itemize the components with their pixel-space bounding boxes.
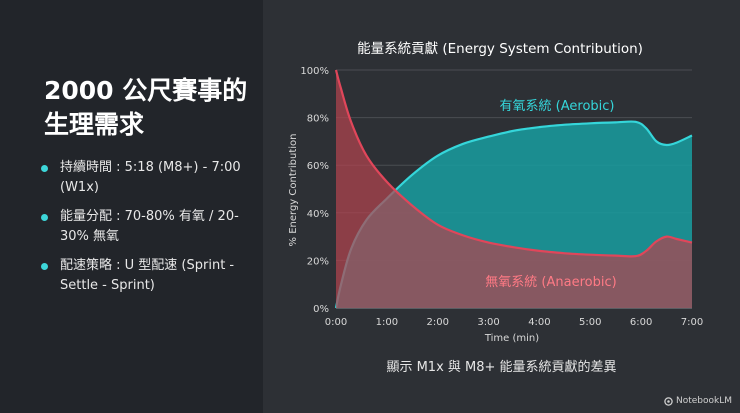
y-tick-label: 40% [307, 209, 329, 220]
series-label-aerobic: 有氧系統 (Aerobic) [500, 99, 615, 114]
series-label-anaerobic: 無氧系統 (Anaerobic) [485, 275, 616, 290]
y-tick-label: 80% [307, 114, 329, 125]
x-tick-label: 6:00 [630, 317, 652, 328]
area-layer [334, 69, 693, 309]
bullet-list: 持續時間 : 5:18 (M8+) - 7:00 (W1x) 能量分配 : 70… [40, 158, 255, 305]
y-tick-label: 60% [307, 161, 329, 172]
bullet-dot-icon [41, 165, 48, 172]
bullet-text: 持續時間 : 5:18 (M8+) - 7:00 (W1x) [60, 160, 241, 195]
y-tick-label: 20% [307, 256, 329, 267]
series-line-anaerobic [334, 69, 693, 258]
x-axis-label: Time (min) [484, 333, 539, 344]
x-tick-label: 7:00 [681, 317, 703, 328]
bullet-item-pacing: 配速策略 : U 型配速 (Sprint - Settle - Sprint) [40, 256, 255, 296]
bullet-text: 配速策略 : U 型配速 (Sprint - Settle - Sprint) [60, 258, 235, 293]
slide-title: 2000 公尺賽事的生理需求 [44, 76, 248, 139]
bullet-dot-icon [41, 263, 48, 270]
x-tick-label: 3:00 [477, 317, 499, 328]
bullet-text: 能量分配 : 70-80% 有氧 / 20-30% 無氧 [60, 209, 239, 244]
y-tick-label: 0% [313, 304, 329, 315]
chart-caption: 顯示 M1x 與 M8+ 能量系統貢獻的差異 [386, 360, 617, 375]
x-tick-label: 5:00 [579, 317, 601, 328]
notebooklm-logo-icon [664, 396, 673, 406]
area-fill-anaerobic [336, 70, 692, 308]
x-tick-label: 4:00 [528, 317, 550, 328]
text-panel: 2000 公尺賽事的生理需求 持續時間 : 5:18 (M8+) - 7:00 … [0, 0, 263, 413]
chart-title: 能量系統貢獻 (Energy System Contribution) [357, 41, 643, 57]
x-tick-label: 2:00 [426, 317, 448, 328]
bullet-dot-icon [41, 214, 48, 221]
tick-layer: 0% 20% 40% 60% 80% 100% 0:00 1:00 2:00 3:00 4:00 5:… [300, 66, 703, 328]
x-tick-label: 1:00 [376, 317, 398, 328]
bullet-item-energy-split: 能量分配 : 70-80% 有氧 / 20-30% 無氧 [40, 207, 255, 247]
y-tick-label: 100% [300, 66, 329, 77]
bullet-item-duration: 持續時間 : 5:18 (M8+) - 7:00 (W1x) [40, 158, 255, 198]
x-tick-label: 0:00 [325, 317, 347, 328]
y-axis-label: % Energy Contribution [288, 134, 299, 247]
brand-name: NotebookLM [675, 396, 732, 406]
brand-watermark: NotebookLM [664, 396, 732, 406]
